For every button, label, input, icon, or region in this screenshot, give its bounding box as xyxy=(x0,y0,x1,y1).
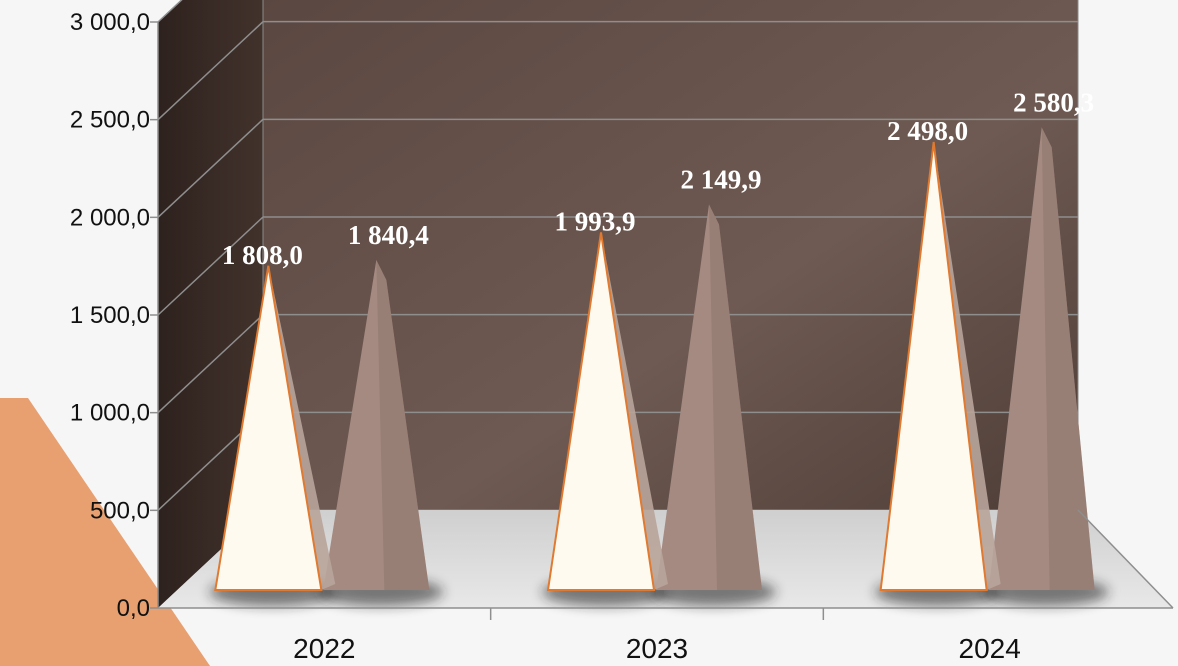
data-label-series-1: 1 808,0 xyxy=(222,240,303,270)
cone-series-1-side xyxy=(268,265,336,590)
x-tick-label: 2024 xyxy=(959,633,1021,664)
y-tick-label: 0,0 xyxy=(117,595,150,622)
floor-edge xyxy=(1077,509,1174,609)
cone-series-1 xyxy=(214,265,323,591)
data-label-series-1: 1 993,9 xyxy=(555,206,636,236)
cone-series-1 xyxy=(879,141,988,591)
cone-series-2 xyxy=(323,259,430,590)
data-label-series-2: 2 580,3 xyxy=(1013,87,1094,117)
cone-series-2-shade xyxy=(709,204,762,590)
y-tick-label: 2 500,0 xyxy=(70,107,150,134)
cone-series-1 xyxy=(546,232,656,591)
y-tick-label: 500,0 xyxy=(90,497,150,524)
gridline-depth xyxy=(157,0,183,23)
cone-series-2 xyxy=(988,127,1095,590)
y-tick-label: 3 000,0 xyxy=(70,9,150,36)
gridline-depth xyxy=(157,314,264,414)
cone-series-1-side xyxy=(933,142,1001,590)
cone-series-2 xyxy=(656,204,762,590)
data-label-series-2: 1 840,4 xyxy=(348,220,429,250)
y-tick-label: 2 000,0 xyxy=(70,204,150,231)
data-label-series-1: 2 498,0 xyxy=(887,116,968,146)
cone-series-1-side xyxy=(601,232,668,591)
cone-series-2-shade xyxy=(1041,127,1095,590)
gridline-depth xyxy=(157,216,264,316)
gridline-depth xyxy=(157,21,264,121)
x-tick-label: 2023 xyxy=(626,633,688,664)
cone-series-2-shade xyxy=(376,259,430,590)
y-tick-label: 1 500,0 xyxy=(70,302,150,329)
data-label-series-2: 2 149,9 xyxy=(681,164,762,194)
x-tick-label: 2022 xyxy=(293,633,355,664)
gridline-depth xyxy=(157,118,264,218)
y-tick-label: 1 000,0 xyxy=(70,400,150,427)
